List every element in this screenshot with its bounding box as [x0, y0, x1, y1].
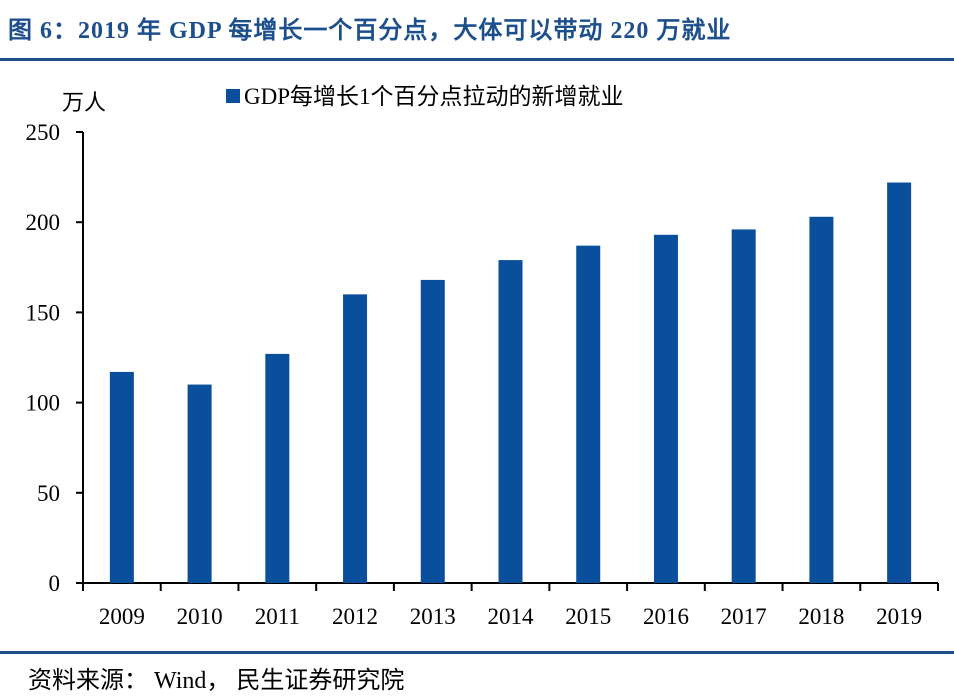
x-tick-label: 2014 [488, 604, 535, 629]
x-tick-label: 2013 [410, 604, 456, 629]
bar-2011 [265, 353, 290, 583]
bar-2015 [576, 245, 601, 584]
bar-2009 [109, 371, 134, 583]
y-axis-unit: 万人 [62, 90, 106, 115]
y-tick-label: 200 [26, 210, 61, 235]
x-tick-label: 2018 [798, 604, 844, 629]
bar-2017 [731, 229, 756, 583]
y-tick-label: 100 [26, 391, 61, 416]
title-divider [0, 58, 954, 61]
bar-2012 [343, 294, 368, 583]
y-tick-label: 250 [26, 120, 61, 145]
source-note: 资料来源： Wind， 民生证券研究院 [28, 668, 405, 694]
source-divider [0, 651, 954, 654]
x-tick-label: 2012 [332, 604, 378, 629]
bar-2019 [887, 182, 912, 583]
legend-swatch [226, 89, 240, 103]
x-tick-label: 2015 [565, 604, 611, 629]
x-tick-label: 2017 [721, 604, 767, 629]
bar-2014 [498, 260, 523, 583]
bar-2013 [420, 279, 445, 583]
y-tick-label: 150 [26, 300, 61, 325]
x-tick-label: 2019 [876, 604, 922, 629]
figure-title: 图 6：2019 年 GDP 每增长一个百分点，大体可以带动 220 万就业 [8, 18, 732, 44]
y-tick-label: 50 [37, 481, 60, 506]
x-tick-label: 2011 [255, 604, 300, 629]
x-tick-label: 2010 [177, 604, 223, 629]
y-tick-label: 0 [49, 571, 61, 596]
bar-chart: 万人 GDP每增长1个百分点拉动的新增就业 0 50 100 150 200 250 200… [26, 84, 939, 629]
x-tick-label: 2009 [99, 604, 145, 629]
x-tick-label: 2016 [643, 604, 689, 629]
legend-label: GDP每增长1个百分点拉动的新增就业 [244, 84, 624, 109]
bar-2016 [653, 234, 678, 583]
bar-2018 [809, 216, 834, 583]
bar-2010 [187, 384, 212, 583]
